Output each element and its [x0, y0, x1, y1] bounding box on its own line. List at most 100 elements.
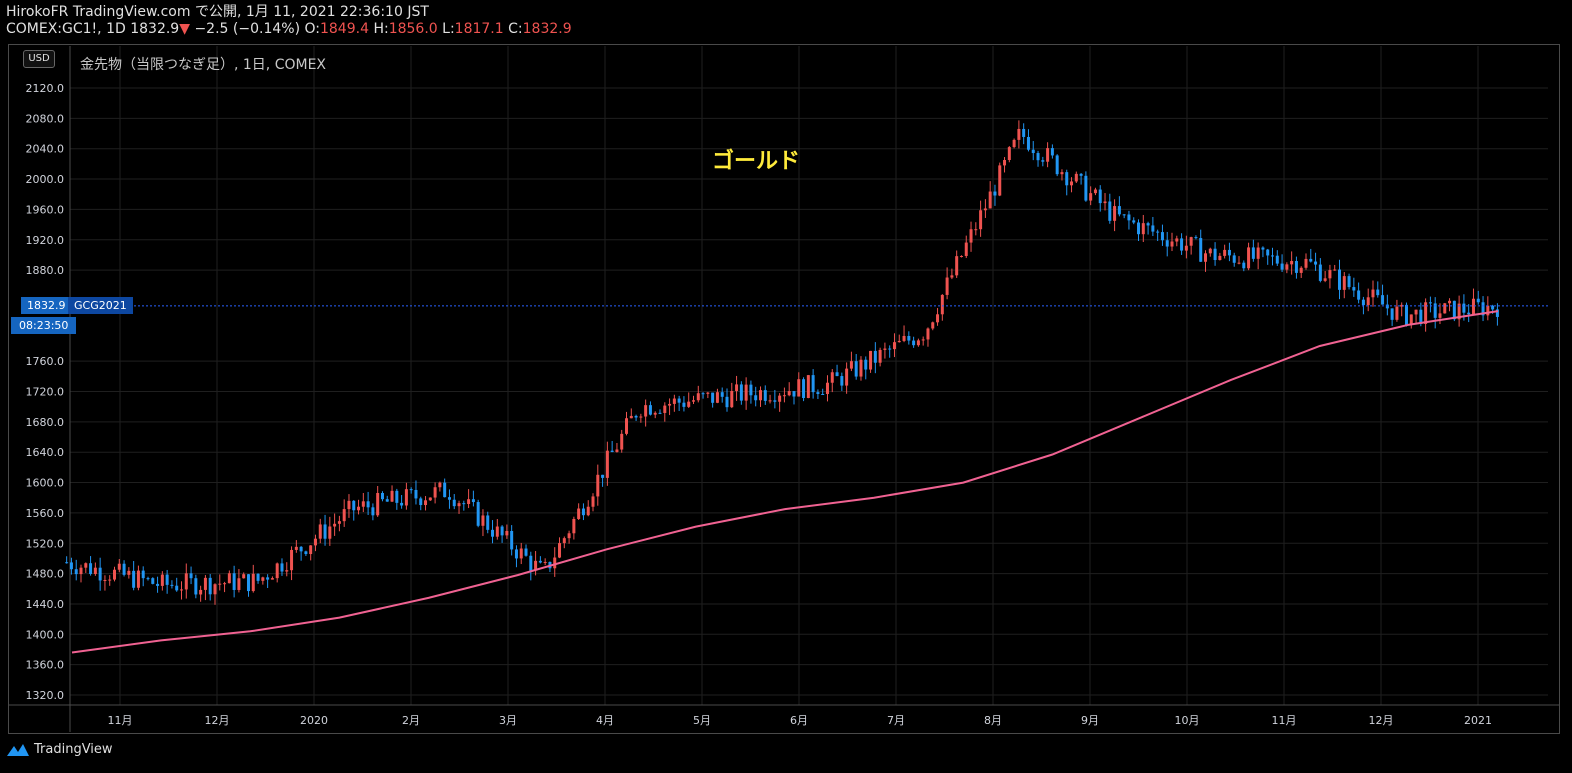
- candle-body: [825, 382, 829, 395]
- candle-body: [1237, 262, 1241, 264]
- candle-body: [744, 384, 748, 401]
- candle-body: [122, 563, 126, 575]
- candle-body: [543, 561, 547, 563]
- candle-body: [113, 569, 117, 580]
- candle-body: [84, 563, 88, 568]
- candle-body: [141, 570, 145, 579]
- candle-body: [165, 574, 169, 585]
- y-tick-label: 2040.0: [26, 143, 65, 156]
- low-value: 1817.1: [454, 21, 504, 37]
- candle-body: [390, 490, 394, 502]
- candle-body: [223, 583, 227, 585]
- candle-body: [510, 530, 514, 550]
- candle-body: [242, 574, 246, 579]
- currency-badge[interactable]: USD: [23, 50, 55, 68]
- y-tick-label: 1520.0: [26, 537, 65, 550]
- candle-body: [988, 191, 992, 209]
- candle-body: [1098, 189, 1102, 204]
- candle-body: [1352, 287, 1356, 291]
- candle-body: [1290, 261, 1294, 265]
- candle-body: [385, 499, 389, 502]
- candle-body: [1328, 270, 1332, 279]
- candle-body: [256, 573, 260, 581]
- candle-body: [1357, 290, 1361, 300]
- candle-body: [950, 275, 954, 278]
- candle-body: [447, 497, 451, 500]
- y-tick-label: 1440.0: [26, 598, 65, 611]
- candle-body: [409, 489, 413, 491]
- x-tick-label: 3月: [499, 714, 517, 727]
- y-tick-label: 2120.0: [26, 82, 65, 95]
- close-value: 1832.9: [522, 21, 572, 37]
- candle-body: [1170, 241, 1174, 247]
- candle-body: [1180, 238, 1184, 251]
- candle-body: [1390, 308, 1394, 320]
- candle-body: [170, 584, 174, 586]
- candle-body: [620, 433, 624, 450]
- candle-body: [763, 390, 767, 401]
- candle-body: [457, 503, 461, 507]
- x-tick-label: 11月: [108, 714, 133, 727]
- tradingview-logo[interactable]: TradingView: [6, 742, 113, 757]
- y-tick-label: 1360.0: [26, 659, 65, 672]
- candle-body: [117, 563, 121, 570]
- candle-body: [1007, 147, 1011, 161]
- candle-body: [1433, 303, 1437, 318]
- candle-body: [921, 339, 925, 341]
- candle-body: [357, 506, 361, 511]
- x-tick-label: 11月: [1272, 714, 1297, 727]
- x-tick-label: 8月: [984, 714, 1002, 727]
- candle-body: [1448, 300, 1452, 304]
- down-arrow-icon: ▼: [179, 21, 190, 37]
- candle-body: [1055, 155, 1059, 175]
- candle-body: [424, 500, 428, 506]
- candle-body: [840, 376, 844, 386]
- candle-body: [1419, 309, 1423, 325]
- candle-body: [175, 585, 179, 591]
- candle-body: [380, 492, 384, 500]
- candle-body: [1093, 189, 1097, 194]
- candle-body: [1141, 223, 1145, 235]
- candle-body: [1361, 299, 1365, 306]
- candle-body: [558, 543, 562, 558]
- candle-body: [553, 557, 557, 569]
- candle-body: [567, 533, 571, 539]
- candle-body: [677, 398, 681, 403]
- candle-body: [715, 392, 719, 403]
- candle-body: [294, 546, 298, 550]
- y-tick-label: 2080.0: [26, 112, 65, 125]
- candle-body: [725, 396, 729, 408]
- candle-body: [778, 395, 782, 402]
- candle-body: [983, 208, 987, 211]
- x-tick-label: 4月: [596, 714, 614, 727]
- candle-body: [577, 508, 581, 519]
- candle-body: [821, 393, 825, 395]
- y-tick-label: 2000.0: [26, 173, 65, 186]
- candle-body: [859, 359, 863, 377]
- candle-body: [878, 349, 882, 363]
- y-tick-label: 1760.0: [26, 355, 65, 368]
- candle-body: [1204, 253, 1208, 262]
- candle-body: [663, 405, 667, 413]
- candle-body: [1247, 247, 1251, 269]
- candle-body: [849, 361, 853, 369]
- candle-body: [955, 256, 959, 276]
- candle-body: [1414, 309, 1418, 315]
- candle-body: [1127, 214, 1131, 221]
- candle-body: [371, 507, 375, 516]
- candle-body: [266, 577, 270, 580]
- candle-body: [940, 294, 944, 315]
- candle-body: [127, 570, 131, 575]
- candle-body: [653, 412, 657, 415]
- candle-body: [108, 579, 112, 581]
- candle-body: [309, 545, 313, 555]
- candle-body: [529, 555, 533, 571]
- candle-body: [1218, 255, 1222, 261]
- candle-body: [1481, 302, 1485, 316]
- candle-body: [89, 563, 93, 574]
- candle-body: [1074, 173, 1078, 182]
- candle-body: [1400, 304, 1404, 307]
- candle-body: [811, 375, 815, 393]
- candle-body: [1122, 214, 1126, 216]
